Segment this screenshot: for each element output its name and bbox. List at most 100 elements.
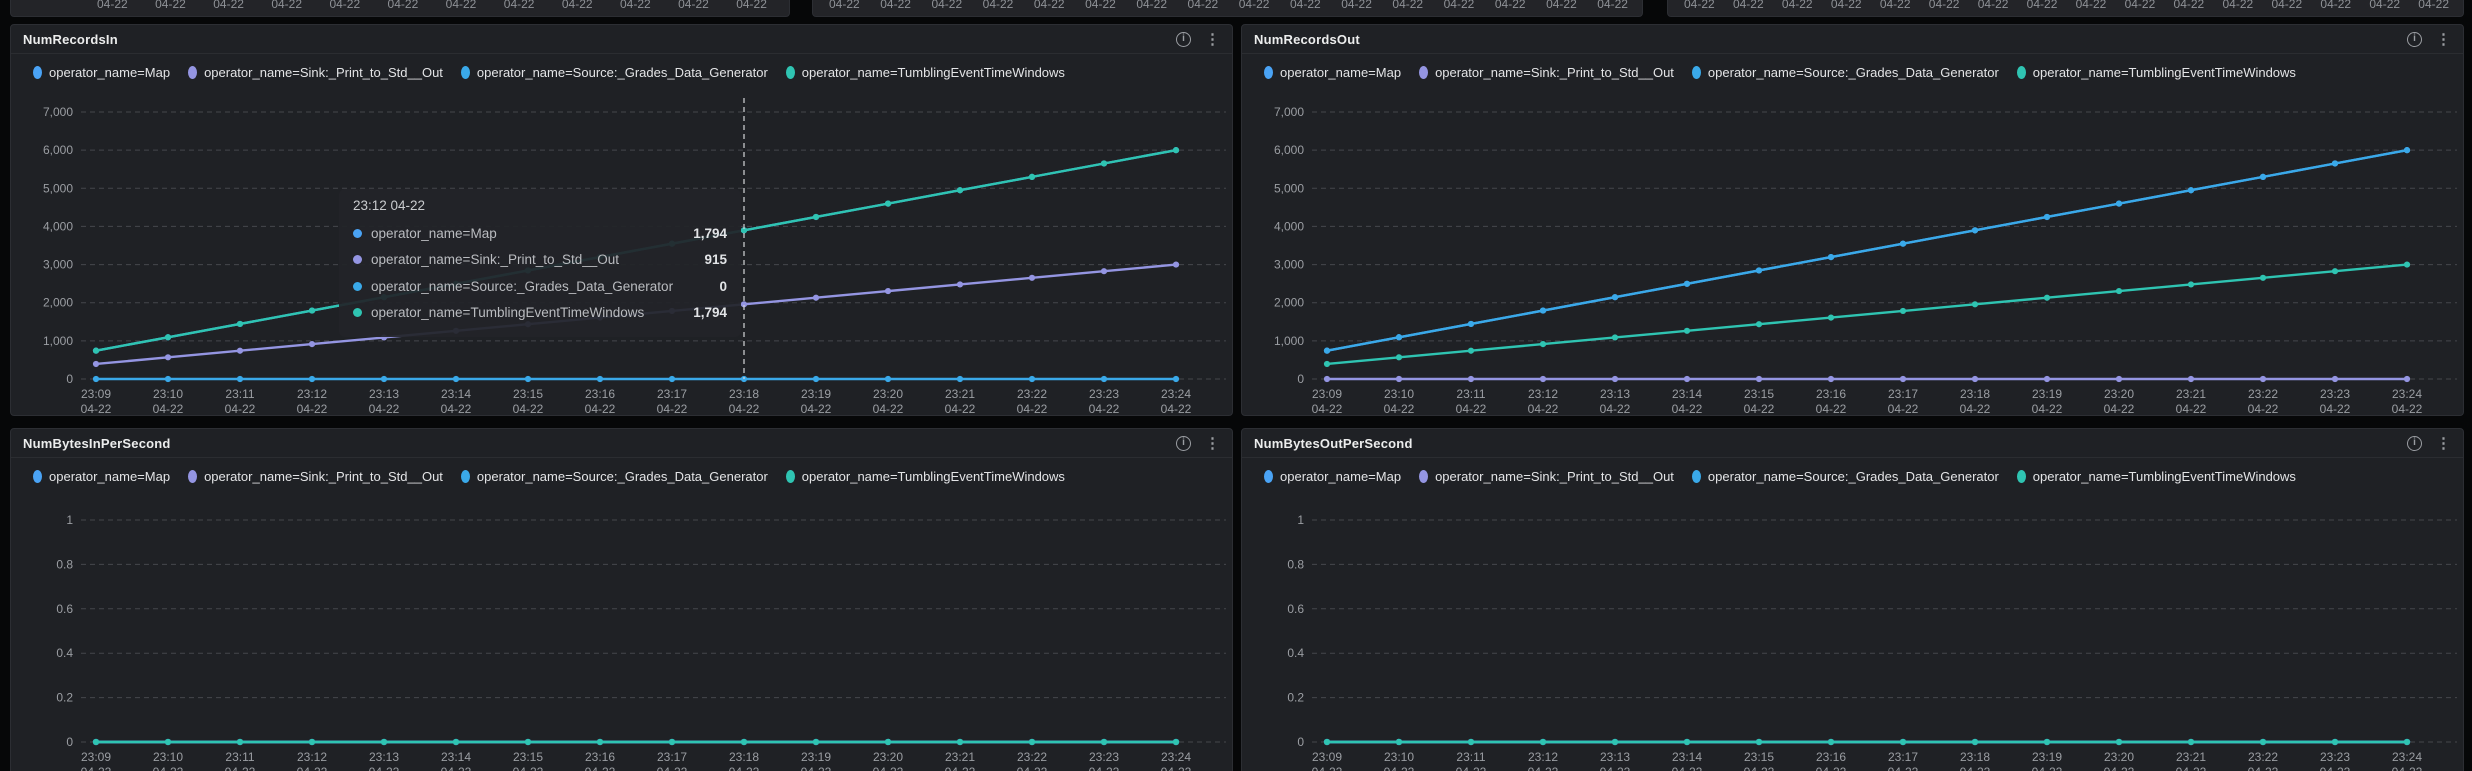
legend-series-label: operator_name=Source:_Grades_Data_Genera… [476,64,768,80]
legend-item[interactable]: operator_name=Source:_Grades_Data_Genera… [460,64,768,80]
svg-text:04-22: 04-22 [1161,402,1192,416]
legend-series-dot-icon [2016,65,2026,79]
kebab-menu-icon[interactable]: ⋮ [2436,30,2451,48]
cropped-panel-above-left: 04-22 04-22 04-22 04-22 04-22 04-22 04-22 04-22… [10,0,790,17]
legend-item[interactable]: operator_name=TumblingEventTimeWindows [2016,468,2296,484]
legend-item[interactable]: operator_name=Map [1264,65,1401,80]
legend-series-label: operator_name=Map [49,64,171,80]
legend-item[interactable]: operator_name=Map [33,65,170,80]
svg-text:04-22: 04-22 [1960,765,1991,771]
panel-title: NumRecordsOut [1254,31,1360,47]
legend-item[interactable]: operator_name=Sink:_Print_to_Std__Out [1419,469,1674,484]
legend-series-dot-icon [460,469,470,483]
legend-item[interactable]: operator_name=Map [33,469,170,484]
svg-text:04-22: 04-22 [81,402,112,416]
svg-text:04-22: 04-22 [297,402,328,416]
legend-series-label: operator_name=TumblingEventTimeWindows [2032,468,2296,484]
svg-text:23:20: 23:20 [2104,387,2134,401]
svg-text:5,000: 5,000 [1274,181,1304,195]
cropped-date-label: 04-22 [1085,0,1116,11]
cropped-panel-above-right: 04-22 04-22 04-22 04-22 04-22 04-22 04-22 04-22… [1667,0,2464,17]
svg-text:1,000: 1,000 [43,334,73,348]
legend-series-label: operator_name=Map [1280,64,1402,80]
svg-text:23:21: 23:21 [2176,387,2206,401]
svg-text:23:24: 23:24 [2392,387,2422,401]
legend-item[interactable]: operator_name=Source:_Grades_Data_Genera… [460,469,768,484]
legend-item[interactable]: operator_name=Sink:_Print_to_Std__Out [188,469,443,484]
legend-item[interactable]: operator_name=TumblingEventTimeWindows [785,469,1065,484]
legend-item[interactable]: operator_name=Map [1264,469,1401,484]
panel-title: NumBytesOutPerSecond [1254,435,1413,451]
legend-item[interactable]: operator_name=Sink:_Print_to_Std__Out [188,65,443,80]
svg-text:04-22: 04-22 [513,402,544,416]
legend-series-dot-icon [1691,65,1701,79]
svg-text:04-22: 04-22 [153,402,184,416]
panel-num-bytes-out-per-second: NumBytesOutPerSecond i ⋮ operator_name=M… [1241,428,2464,771]
svg-text:04-22: 04-22 [2104,765,2135,771]
svg-text:04-22: 04-22 [945,765,976,771]
legend-item[interactable]: operator_name=TumblingEventTimeWindows [785,64,1065,80]
svg-text:23:15: 23:15 [1744,387,1774,401]
svg-text:04-22: 04-22 [1672,402,1703,416]
legend-series-label: operator_name=Source:_Grades_Data_Genera… [1707,468,1999,484]
svg-text:3,000: 3,000 [1274,258,1304,272]
svg-text:23:12: 23:12 [1528,387,1558,401]
svg-text:04-22: 04-22 [1816,402,1847,416]
tooltip-series-label: operator_name=TumblingEventTimeWindows [371,305,645,321]
svg-text:23:13: 23:13 [1600,387,1630,401]
svg-text:23:11: 23:11 [225,387,254,401]
svg-text:04-22: 04-22 [1017,765,1048,771]
num-bytes-out-line-chart[interactable]: 10.80.60.40.2023:0904-2223:1004-2223:110… [1242,488,2463,771]
info-icon[interactable]: i [1176,31,1191,47]
info-icon[interactable]: i [2407,31,2422,47]
kebab-menu-icon[interactable]: ⋮ [1205,30,1220,48]
tooltip-series-label: operator_name=Source:_Grades_Data_Genera… [371,278,674,294]
legend-item[interactable]: operator_name=Source:_Grades_Data_Genera… [1691,65,1999,80]
legend-series-label: operator_name=TumblingEventTimeWindows [801,64,1065,80]
legend-series-dot-icon [2016,469,2026,483]
kebab-menu-icon[interactable]: ⋮ [2436,434,2451,452]
svg-text:23:16: 23:16 [585,387,615,401]
svg-text:6,000: 6,000 [1274,143,1304,157]
legend-series-dot-icon [785,469,795,483]
cropped-date-label: 04-22 [503,0,535,11]
info-icon[interactable]: i [1176,435,1191,451]
svg-text:23:15: 23:15 [513,387,543,401]
num-bytes-in-line-chart[interactable]: 10.80.60.40.2023:0904-2223:1004-2223:110… [11,488,1232,771]
tooltip-row: operator_name=Source:_Grades_Data_Genera… [353,273,727,300]
svg-text:23:10: 23:10 [1384,387,1414,401]
svg-text:4,000: 4,000 [1274,219,1304,233]
svg-text:23:18: 23:18 [1960,750,1990,764]
legend-item[interactable]: operator_name=Source:_Grades_Data_Genera… [1691,468,1999,484]
tooltip-series-label: operator_name=Map [371,225,497,241]
tooltip-row: operator_name=Sink:_Print_to_Std__Out 915 [353,247,727,274]
svg-text:04-22: 04-22 [2032,402,2063,416]
tooltip-series-dot-icon [353,281,362,291]
svg-text:0.6: 0.6 [1287,602,1304,616]
svg-text:23:11: 23:11 [225,750,254,764]
svg-text:04-22: 04-22 [945,402,976,416]
svg-text:04-22: 04-22 [513,765,544,771]
svg-text:23:18: 23:18 [729,750,759,764]
cropped-date-label: 04-22 [155,0,186,11]
svg-text:23:17: 23:17 [657,387,687,401]
svg-text:2,000: 2,000 [1274,296,1304,310]
svg-text:23:21: 23:21 [945,387,975,401]
num-records-in-line-chart[interactable]: 7,000 6,000 5,000 4,000 3,000 2,000 1,000 0 23:0… [11,84,1232,416]
legend-item[interactable]: operator_name=TumblingEventTimeWindows [2016,65,2296,80]
num-records-out-line-chart[interactable]: 7,000 6,000 5,000 4,000 3,000 2,000 1,000 0 23:0… [1242,84,2463,416]
info-icon[interactable]: i [2407,435,2422,451]
svg-text:04-22: 04-22 [2104,402,2135,416]
svg-text:6,000: 6,000 [43,143,73,157]
tooltip-series-dot-icon [353,255,362,265]
cropped-date-label: 04-22 [2222,0,2254,11]
kebab-menu-icon[interactable]: ⋮ [1205,434,1220,452]
svg-text:04-22: 04-22 [1744,765,1775,771]
tooltip-series-dot-icon [353,228,362,238]
legend-series-label: operator_name=Sink:_Print_to_Std__Out [1435,468,1674,484]
svg-text:7,000: 7,000 [1274,105,1304,119]
svg-text:23:12: 23:12 [297,750,327,764]
svg-text:4,000: 4,000 [43,219,73,233]
svg-text:7,000: 7,000 [43,105,73,119]
legend-item[interactable]: operator_name=Sink:_Print_to_Std__Out [1419,65,1674,80]
